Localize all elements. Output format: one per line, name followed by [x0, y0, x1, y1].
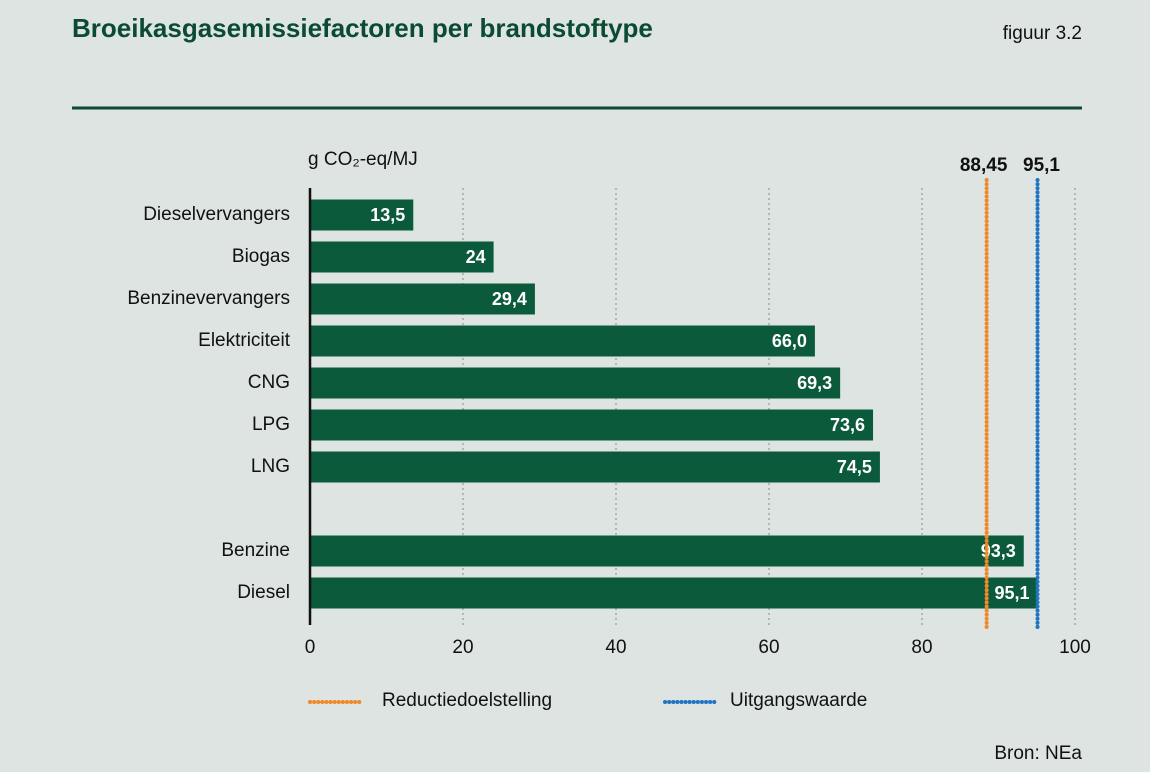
value-label: 24 [466, 247, 486, 267]
x-tick-label: 80 [911, 637, 932, 658]
legend-label: Reductiedoelstelling [382, 690, 552, 711]
y-tick-label: Benzinevervangers [127, 288, 290, 309]
x-tick-label: 60 [758, 637, 779, 658]
bar [310, 451, 880, 483]
bar [310, 283, 535, 315]
source: Bron: NEa [994, 743, 1082, 764]
value-label: 13,5 [370, 205, 405, 225]
reference-label: 95,1 [1023, 155, 1060, 176]
value-label: 66,0 [772, 331, 807, 351]
x-tick-label: 0 [305, 637, 316, 658]
value-label: 73,6 [830, 415, 865, 435]
x-tick-label: 20 [452, 637, 473, 658]
y-tick-label: CNG [248, 372, 290, 393]
bar [310, 409, 874, 441]
value-label: 93,3 [981, 541, 1016, 561]
value-label: 74,5 [837, 457, 872, 477]
y-tick-label: LNG [251, 456, 290, 477]
value-label: 29,4 [492, 289, 527, 309]
bar [310, 199, 414, 231]
y-tick-label: Elektriciteit [198, 330, 291, 351]
bar [310, 577, 1038, 609]
y-tick-label: LPG [252, 414, 290, 435]
value-label: 69,3 [797, 373, 832, 393]
y-tick-label: Dieselvervangers [143, 204, 290, 225]
value-label: 95,1 [994, 583, 1029, 603]
bar [310, 241, 494, 273]
chart-title: Broeikasgasemissiefactoren per brandstof… [72, 13, 653, 43]
legend-label: Uitgangswaarde [730, 690, 867, 711]
bar [310, 535, 1024, 567]
axis-label: g CO₂-eq/MJ [308, 149, 418, 170]
y-tick-label: Benzine [221, 540, 290, 561]
y-tick-label: Diesel [237, 582, 290, 603]
x-tick-label: 40 [605, 637, 626, 658]
bar [310, 367, 841, 399]
bar [310, 325, 815, 357]
y-tick-label: Biogas [232, 246, 290, 267]
x-tick-label: 100 [1059, 637, 1091, 658]
figure-label: figuur 3.2 [1003, 23, 1082, 44]
reference-label: 88,45 [960, 155, 1008, 176]
